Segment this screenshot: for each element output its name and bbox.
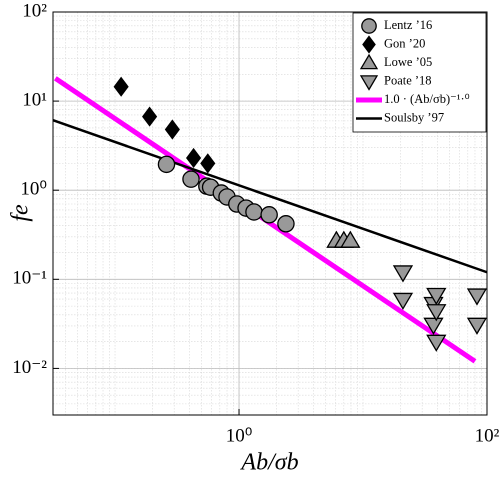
- point: [426, 334, 447, 352]
- x-tick-label: 10²: [475, 425, 500, 446]
- legend-label: Soulsby ’97: [384, 110, 444, 124]
- legend-label: Lentz ’16: [384, 18, 432, 32]
- legend-swatch: [359, 53, 379, 70]
- y-tick-label: 10¹: [22, 89, 47, 110]
- point: [260, 206, 278, 224]
- point: [182, 170, 200, 188]
- legend: Lentz ’16 Gon ’20 Lowe ’05 Poate ’18 1.0 · (…: [352, 12, 487, 133]
- y-tick-label: 10⁰: [20, 179, 47, 200]
- legend-label: Gon ’20: [384, 36, 425, 50]
- point: [186, 147, 202, 169]
- point: [200, 153, 216, 174]
- legend-label: Lowe ’05: [384, 55, 432, 69]
- legend-swatch: [359, 75, 379, 91]
- point: [277, 215, 295, 233]
- point: [392, 292, 414, 311]
- plot-frame: [52, 11, 488, 416]
- x-axis-label: Ab/σb: [239, 450, 298, 476]
- point: [113, 76, 129, 97]
- y-tick-label: 10⁻²: [12, 357, 47, 378]
- point: [423, 317, 444, 335]
- point: [245, 203, 263, 221]
- x-tick-label: 10⁰: [226, 425, 253, 446]
- y-axis-label: fe: [8, 204, 34, 222]
- y-tick-label: 10²: [22, 0, 47, 21]
- point: [426, 304, 447, 322]
- legend-label: 1.0 · (Ab/σb)⁻¹·⁰: [384, 92, 470, 106]
- legend-swatch: [361, 18, 377, 34]
- point: [340, 230, 361, 248]
- y-tick-label: 10⁻¹: [12, 268, 47, 289]
- point: [392, 265, 414, 283]
- point: [164, 119, 180, 140]
- line: [52, 119, 488, 274]
- legend-label: Poate ’18: [384, 73, 432, 87]
- legend-box: [352, 12, 487, 133]
- point: [466, 317, 488, 335]
- legend-swatch: [362, 35, 376, 54]
- point: [466, 288, 488, 306]
- point: [426, 287, 447, 306]
- point: [157, 155, 176, 174]
- point: [142, 106, 158, 127]
